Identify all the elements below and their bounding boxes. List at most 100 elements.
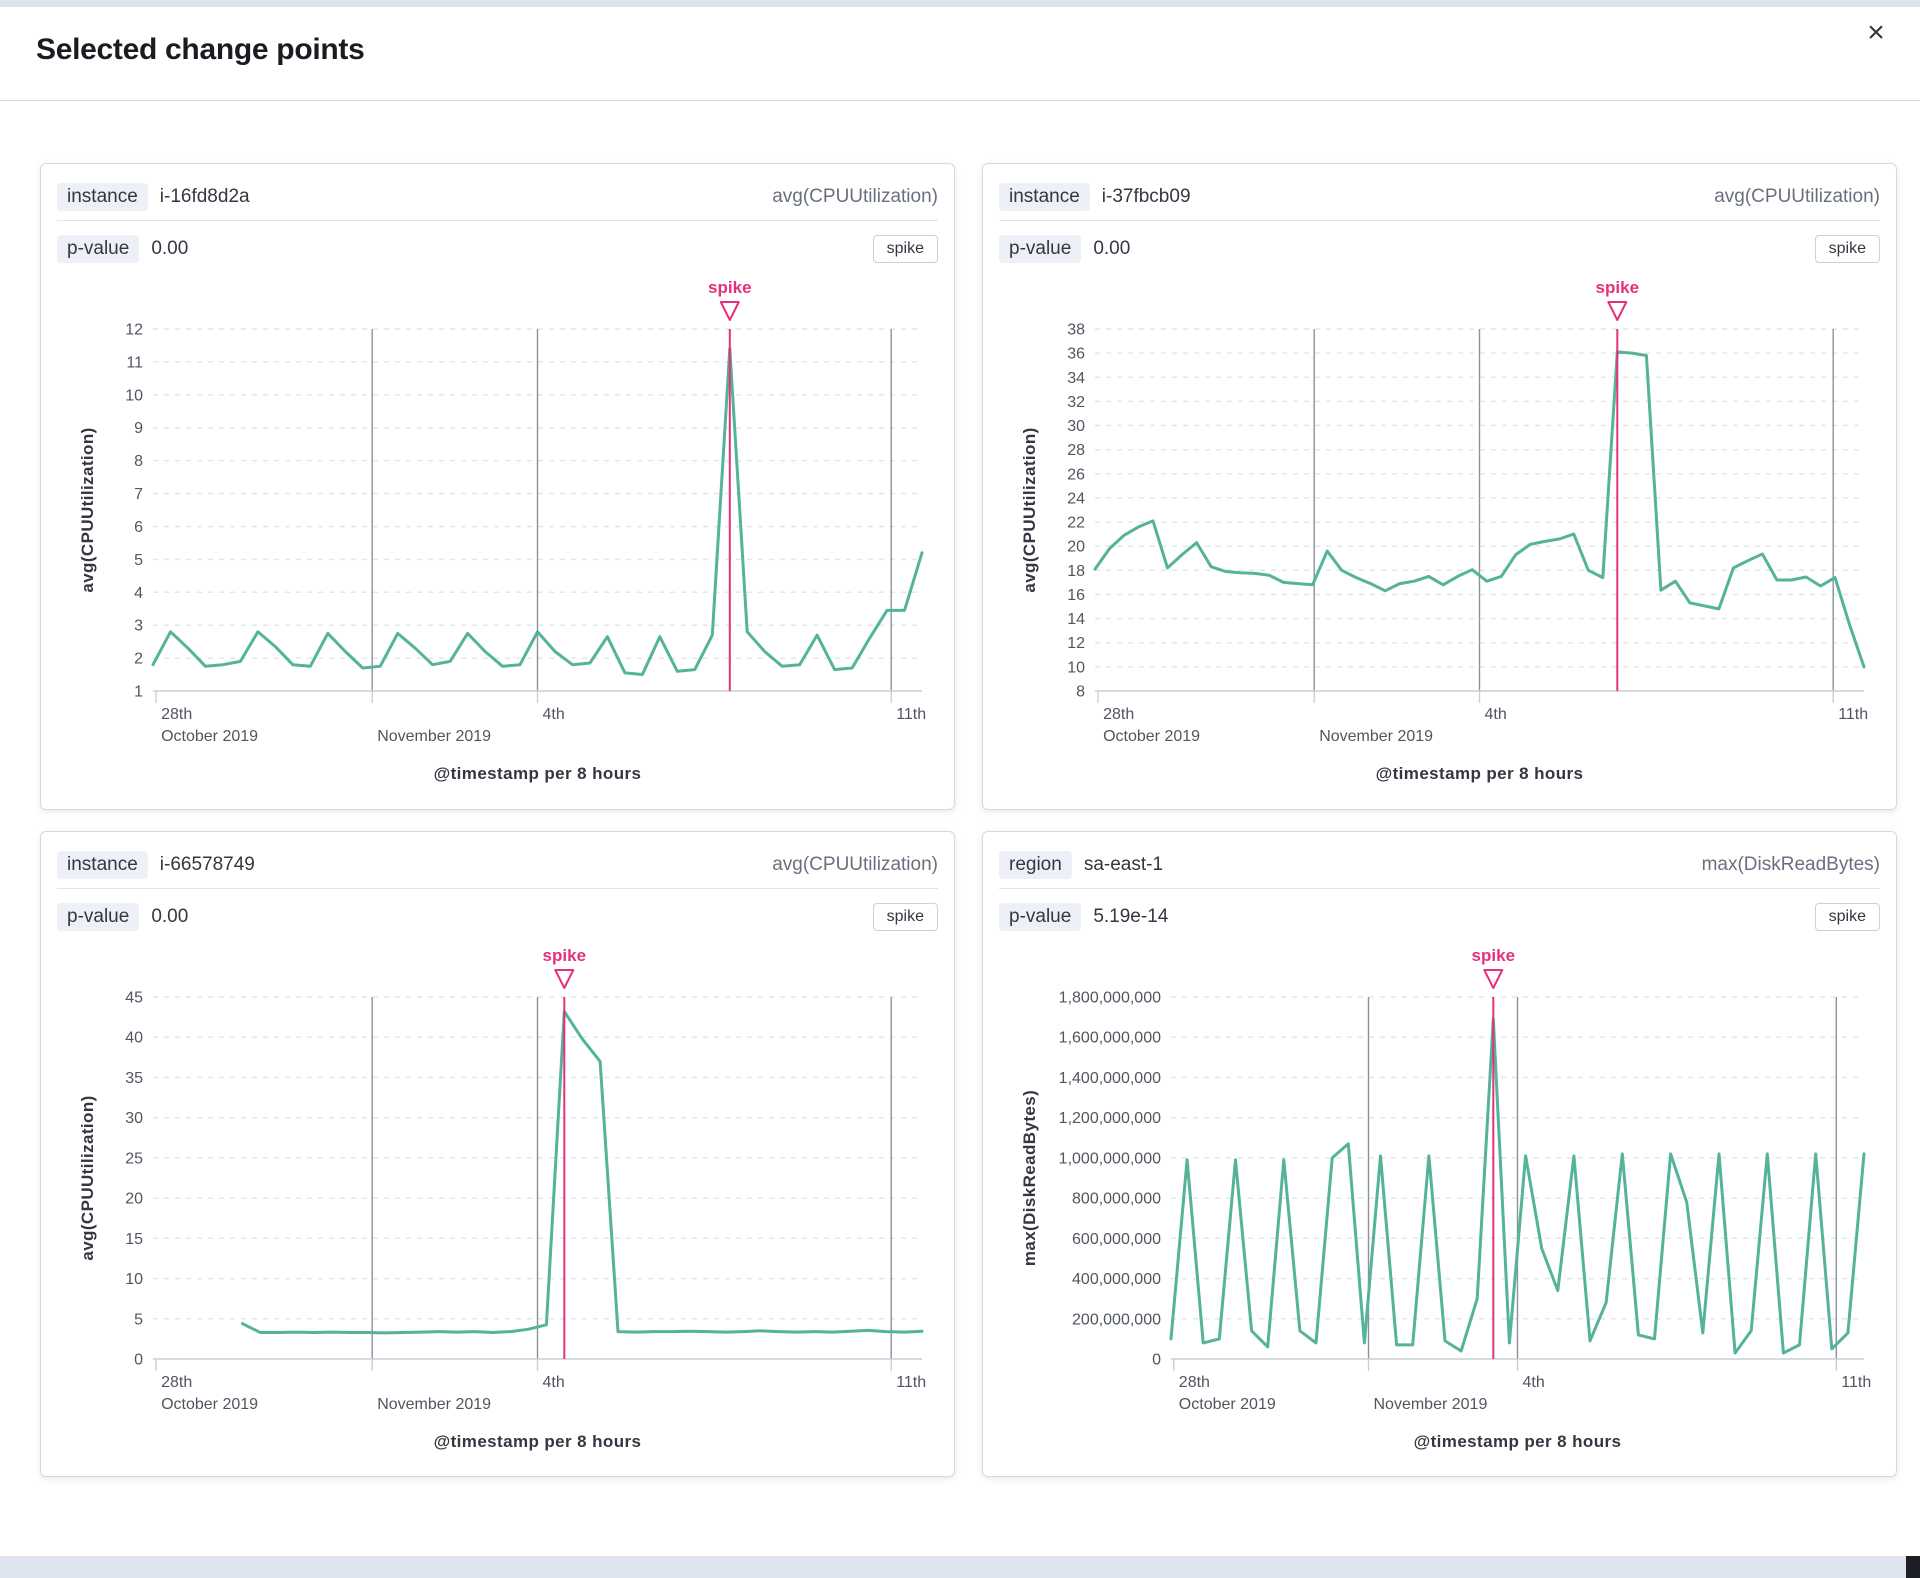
field-name-badge: instance xyxy=(57,851,148,879)
svg-text:7: 7 xyxy=(134,486,143,503)
svg-text:4th: 4th xyxy=(1485,706,1507,723)
change-type-badge: spike xyxy=(872,903,938,931)
svg-text:600,000,000: 600,000,000 xyxy=(1072,1231,1161,1248)
p-value: 0.00 xyxy=(1093,238,1131,259)
svg-text:5: 5 xyxy=(134,1311,143,1328)
svg-text:@timestamp per 8 hours: @timestamp per 8 hours xyxy=(1376,764,1584,783)
card-divider xyxy=(999,888,1880,889)
svg-text:avg(CPUUtilization): avg(CPUUtilization) xyxy=(78,1095,97,1260)
metric-label: max(DiskReadBytes) xyxy=(1701,854,1880,875)
page-background-top-strip xyxy=(0,0,1920,7)
chart-canvas[interactable]: 0 200,000,000 400,000,000 600,000,000 800,00… xyxy=(999,946,1880,1458)
svg-text:400,000,000: 400,000,000 xyxy=(1072,1271,1161,1288)
card-divider xyxy=(999,220,1880,221)
svg-text:4th: 4th xyxy=(543,1374,565,1391)
close-icon[interactable]: × xyxy=(1856,13,1896,53)
modal-header: Selected change points × xyxy=(0,7,1920,101)
p-value-row: p-value 0.00 spike xyxy=(57,897,938,937)
svg-text:11th: 11th xyxy=(896,1374,926,1391)
svg-text:0: 0 xyxy=(134,1352,143,1369)
svg-text:12: 12 xyxy=(1067,635,1085,652)
svg-text:25: 25 xyxy=(125,1150,143,1167)
svg-text:October 2019: October 2019 xyxy=(1103,728,1200,745)
p-value: 5.19e-14 xyxy=(1093,906,1169,927)
svg-text:4: 4 xyxy=(134,585,143,602)
p-value-row: p-value 0.00 spike xyxy=(999,229,1880,269)
svg-text:@timestamp per 8 hours: @timestamp per 8 hours xyxy=(434,1432,642,1451)
svg-text:11th: 11th xyxy=(1838,706,1868,723)
svg-text:20: 20 xyxy=(125,1191,143,1208)
svg-text:14: 14 xyxy=(1067,611,1085,628)
svg-text:15: 15 xyxy=(125,1231,143,1248)
change-point-card: instance i-37fbcb09 avg(CPUUtilization) … xyxy=(982,163,1897,810)
card-header: region sa-east-1 max(DiskReadBytes) xyxy=(999,844,1880,886)
card-header: instance i-66578749 avg(CPUUtilization) xyxy=(57,844,938,886)
svg-text:9: 9 xyxy=(134,420,143,437)
card-divider xyxy=(57,888,938,889)
svg-text:8: 8 xyxy=(134,453,143,470)
modal-title: Selected change points xyxy=(36,33,365,66)
svg-text:1,800,000,000: 1,800,000,000 xyxy=(1059,990,1161,1007)
svg-text:avg(CPUUtilization): avg(CPUUtilization) xyxy=(78,427,97,592)
svg-text:1,000,000,000: 1,000,000,000 xyxy=(1059,1150,1161,1167)
change-point-card: region sa-east-1 max(DiskReadBytes) p-va… xyxy=(982,831,1897,1477)
svg-text:4th: 4th xyxy=(1523,1374,1545,1391)
p-value-badge: p-value xyxy=(999,235,1082,263)
metric-label: avg(CPUUtilization) xyxy=(1714,186,1880,207)
svg-text:spike: spike xyxy=(1472,949,1515,965)
svg-text:28th: 28th xyxy=(161,706,192,723)
change-point-card: instance i-16fd8d2a avg(CPUUtilization) … xyxy=(40,163,955,810)
svg-text:spike: spike xyxy=(1596,281,1639,297)
svg-text:36: 36 xyxy=(1067,346,1085,363)
svg-text:November 2019: November 2019 xyxy=(377,728,491,745)
page-background-corner xyxy=(1906,1553,1920,1578)
field-value: i-37fbcb09 xyxy=(1101,186,1191,207)
field-name-badge: region xyxy=(999,851,1072,879)
card-divider xyxy=(57,220,938,221)
svg-text:2: 2 xyxy=(134,651,143,668)
field-value: i-16fd8d2a xyxy=(159,186,250,207)
svg-text:32: 32 xyxy=(1067,394,1085,411)
p-value-badge: p-value xyxy=(57,903,140,931)
svg-text:28th: 28th xyxy=(1103,706,1134,723)
svg-text:1,400,000,000: 1,400,000,000 xyxy=(1059,1070,1161,1087)
field-value: sa-east-1 xyxy=(1083,854,1164,875)
svg-text:11th: 11th xyxy=(1841,1374,1871,1391)
p-value-badge: p-value xyxy=(57,235,140,263)
p-value: 0.00 xyxy=(151,238,189,259)
change-type-badge: spike xyxy=(872,235,938,263)
svg-text:10: 10 xyxy=(1067,659,1085,676)
field-name-badge: instance xyxy=(999,183,1090,211)
svg-text:October 2019: October 2019 xyxy=(161,1396,258,1413)
svg-text:5: 5 xyxy=(134,552,143,569)
card-header: instance i-16fd8d2a avg(CPUUtilization) xyxy=(57,176,938,218)
svg-text:18: 18 xyxy=(1067,563,1085,580)
p-value-row: p-value 5.19e-14 spike xyxy=(999,897,1880,937)
chart-canvas[interactable]: 8 10 12 14 16 18 20 22 24 26 28 30 32 34 36 38 28th Octob… xyxy=(999,278,1880,790)
svg-text:spike: spike xyxy=(543,949,586,965)
svg-text:November 2019: November 2019 xyxy=(377,1396,491,1413)
svg-text:spike: spike xyxy=(708,281,751,297)
svg-text:24: 24 xyxy=(1067,490,1085,507)
change-point-cards-grid: instance i-16fd8d2a avg(CPUUtilization) … xyxy=(40,163,1897,1477)
chart-canvas[interactable]: 0 5 10 15 20 25 30 35 40 45 28th October 2019 Novemb… xyxy=(57,946,938,1458)
change-type-badge: spike xyxy=(1814,235,1880,263)
svg-text:22: 22 xyxy=(1067,515,1085,532)
svg-text:1,600,000,000: 1,600,000,000 xyxy=(1059,1030,1161,1047)
svg-text:10: 10 xyxy=(125,387,143,404)
svg-text:11: 11 xyxy=(126,354,143,371)
metric-label: avg(CPUUtilization) xyxy=(772,854,938,875)
svg-text:30: 30 xyxy=(1067,418,1085,435)
svg-text:@timestamp per 8 hours: @timestamp per 8 hours xyxy=(434,764,642,783)
svg-text:6: 6 xyxy=(134,519,143,536)
svg-text:40: 40 xyxy=(125,1030,143,1047)
svg-text:28th: 28th xyxy=(161,1374,192,1391)
svg-text:November 2019: November 2019 xyxy=(1319,728,1433,745)
svg-text:October 2019: October 2019 xyxy=(161,728,258,745)
svg-text:200,000,000: 200,000,000 xyxy=(1072,1311,1161,1328)
svg-text:12: 12 xyxy=(125,322,143,339)
chart-canvas[interactable]: 1 2 3 4 5 6 7 8 9 10 11 12 28th October 2019 November … xyxy=(57,278,938,790)
svg-text:0: 0 xyxy=(1152,1352,1161,1369)
svg-text:@timestamp per 8 hours: @timestamp per 8 hours xyxy=(1414,1432,1622,1451)
svg-text:1: 1 xyxy=(134,684,143,701)
